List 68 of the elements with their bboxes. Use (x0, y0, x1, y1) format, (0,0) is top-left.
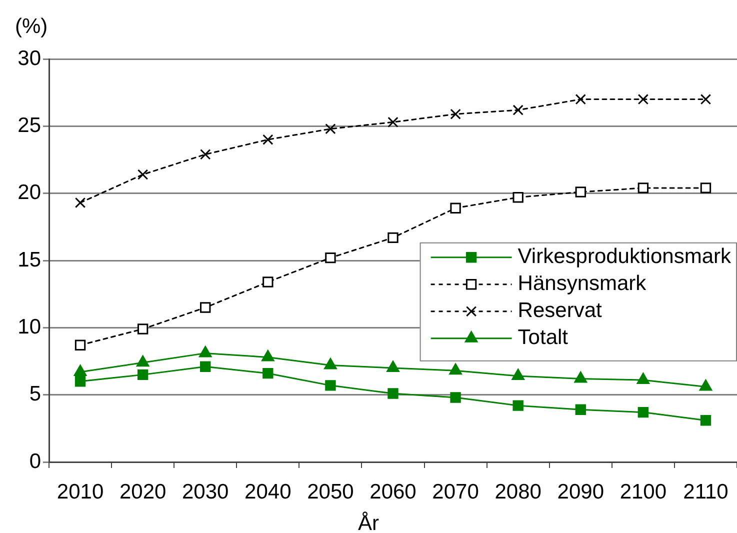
x-axis-title: År (358, 510, 380, 533)
point (512, 368, 524, 380)
point (262, 350, 274, 362)
legend-label: Hänsynsmark (518, 272, 647, 296)
point (200, 302, 211, 313)
point (638, 406, 649, 418)
y-tick-label: 30 (18, 46, 41, 70)
x-tick-label: 2020 (119, 480, 166, 504)
y-tick-label: 20 (18, 181, 41, 204)
point (74, 376, 86, 387)
point (450, 202, 461, 214)
x-tick-label: 2010 (56, 480, 104, 504)
point (700, 415, 712, 426)
legend-label: Virkesproduktionsmark (518, 245, 732, 268)
x-tick-label: 2100 (620, 480, 667, 504)
point (575, 404, 586, 415)
y-tick-label: 5 (29, 382, 41, 406)
point (198, 346, 212, 358)
point (137, 169, 148, 180)
point (137, 369, 148, 380)
x-tick-label: 2040 (244, 480, 292, 504)
point (700, 182, 712, 194)
point (386, 360, 400, 372)
y-axis-title: (%) (15, 14, 48, 38)
point (325, 252, 336, 264)
y-tick-label: 0 (29, 450, 41, 473)
legend-label: Totalt (518, 326, 568, 350)
x-tick-label: 2050 (307, 480, 354, 504)
point (137, 324, 148, 334)
point (200, 149, 211, 160)
point (388, 232, 398, 244)
point (262, 134, 274, 145)
y-tick-label: 10 (18, 315, 41, 338)
point (74, 197, 86, 208)
point (136, 355, 150, 367)
y-tick-label: 25 (18, 114, 41, 137)
legend-label: Reservat (518, 299, 602, 322)
point (262, 368, 274, 379)
x-tick-label: 2060 (370, 480, 416, 504)
point (74, 364, 87, 376)
point (636, 372, 650, 384)
x-tick-label: 2080 (494, 480, 542, 504)
point (512, 104, 524, 116)
point (200, 361, 211, 372)
point (450, 108, 461, 120)
point (449, 363, 462, 375)
point (325, 380, 336, 391)
point (700, 94, 712, 105)
x-tick-label: 2070 (432, 480, 479, 504)
point (575, 94, 586, 105)
point (638, 182, 649, 194)
point (575, 186, 586, 198)
x-tick-label: 2030 (182, 480, 229, 504)
point (262, 276, 274, 288)
x-tick-label: 2110 (683, 480, 728, 504)
point (638, 94, 649, 105)
point (512, 192, 524, 203)
point (512, 400, 524, 411)
point (388, 116, 398, 128)
point (325, 124, 336, 134)
point (324, 358, 337, 370)
point (388, 388, 398, 399)
point (574, 371, 588, 383)
x-tick-label: 2090 (557, 480, 604, 504)
y-tick-label: 15 (18, 248, 41, 272)
point (74, 340, 86, 350)
point (450, 392, 461, 403)
point (699, 380, 712, 391)
